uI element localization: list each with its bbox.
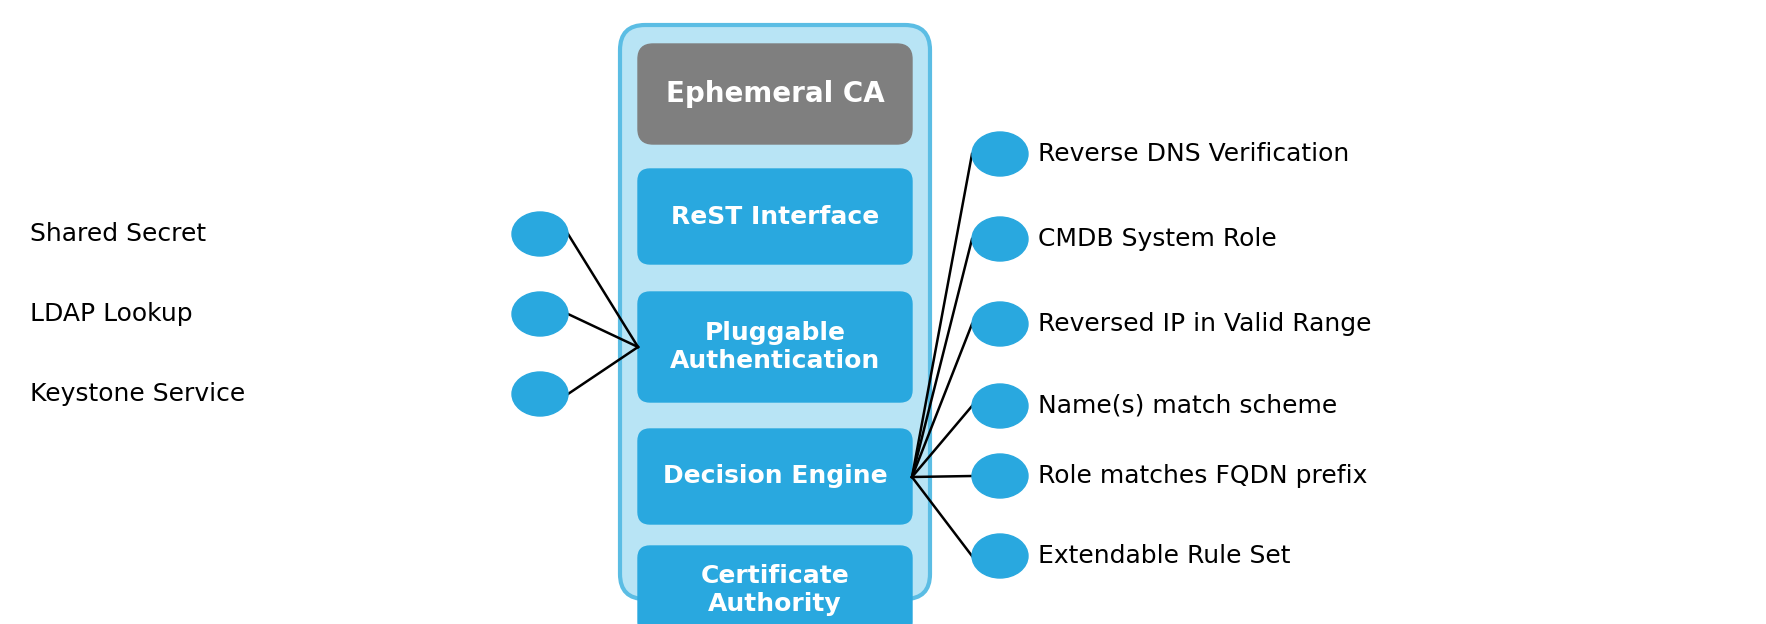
FancyBboxPatch shape	[638, 546, 911, 624]
Ellipse shape	[512, 372, 569, 416]
FancyBboxPatch shape	[638, 429, 911, 524]
Ellipse shape	[971, 384, 1028, 428]
Text: Decision Engine: Decision Engine	[662, 464, 887, 489]
Text: LDAP Lookup: LDAP Lookup	[30, 302, 192, 326]
Ellipse shape	[971, 454, 1028, 498]
FancyBboxPatch shape	[638, 292, 911, 402]
Ellipse shape	[971, 534, 1028, 578]
Text: Role matches FQDN prefix: Role matches FQDN prefix	[1038, 464, 1367, 488]
Text: Reverse DNS Verification: Reverse DNS Verification	[1038, 142, 1349, 166]
Ellipse shape	[971, 132, 1028, 176]
FancyBboxPatch shape	[638, 44, 911, 144]
Text: Extendable Rule Set: Extendable Rule Set	[1038, 544, 1291, 568]
Text: Reversed IP in Valid Range: Reversed IP in Valid Range	[1038, 312, 1372, 336]
Ellipse shape	[512, 292, 569, 336]
Text: Keystone Service: Keystone Service	[30, 382, 245, 406]
Text: Certificate
Authority: Certificate Authority	[701, 564, 849, 616]
Text: CMDB System Role: CMDB System Role	[1038, 227, 1277, 251]
Text: ReST Interface: ReST Interface	[671, 205, 879, 228]
Text: Name(s) match scheme: Name(s) match scheme	[1038, 394, 1337, 418]
Ellipse shape	[512, 212, 569, 256]
Text: Pluggable
Authentication: Pluggable Authentication	[669, 321, 879, 373]
Ellipse shape	[971, 217, 1028, 261]
Text: Ephemeral CA: Ephemeral CA	[666, 80, 885, 108]
Ellipse shape	[971, 302, 1028, 346]
Text: Shared Secret: Shared Secret	[30, 222, 207, 246]
FancyBboxPatch shape	[638, 169, 911, 264]
FancyBboxPatch shape	[620, 25, 931, 599]
